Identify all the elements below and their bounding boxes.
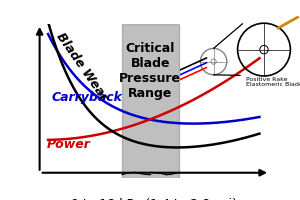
Text: Positive Rake
Elastomeric Blade: Positive Rake Elastomeric Blade: [246, 77, 300, 87]
Text: Power: Power: [47, 138, 91, 151]
Text: Critical
Blade
Pressure
Range: Critical Blade Pressure Range: [119, 42, 181, 100]
Text: Blade Wear: Blade Wear: [53, 31, 110, 104]
Text: 9 to 18 kPa (1.4 to 2.8 psi): 9 to 18 kPa (1.4 to 2.8 psi): [71, 198, 237, 200]
Text: Carryback: Carryback: [52, 91, 122, 104]
Bar: [122, 24, 179, 178]
